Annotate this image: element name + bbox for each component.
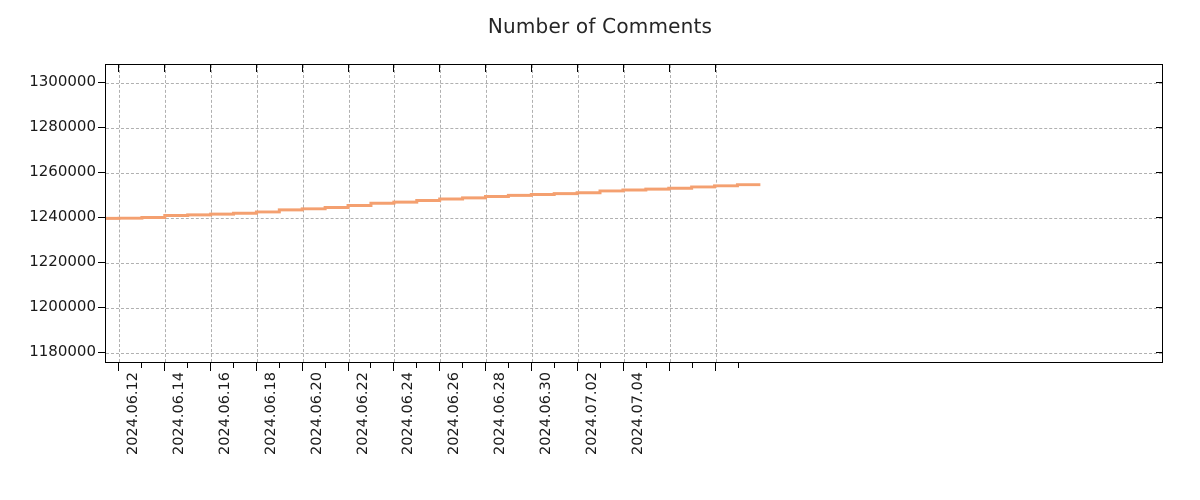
x-tick-mark-top	[439, 64, 441, 72]
x-tick-label: 2024.06.22	[354, 372, 371, 456]
x-tick-mark-major	[209, 363, 211, 371]
x-tick-mark-minor	[140, 363, 142, 368]
y-tick-label: 1200000	[29, 296, 96, 315]
x-tick-mark-top	[485, 64, 487, 72]
x-tick-mark-top	[209, 64, 211, 72]
x-tick-mark-top	[668, 64, 670, 72]
x-tick-mark-minor	[599, 363, 601, 368]
y-tick-mark	[98, 171, 105, 173]
x-tick-label: 2024.06.16	[216, 372, 233, 456]
gridline-vertical	[486, 65, 488, 362]
x-tick-label: 2024.06.20	[308, 372, 325, 456]
y-tick-mark-right	[1156, 306, 1163, 308]
x-tick-label: 2024.06.30	[538, 372, 555, 456]
gridline-vertical	[394, 65, 396, 362]
x-tick-mark-minor	[186, 363, 188, 368]
y-tick-label: 1300000	[29, 71, 96, 90]
x-tick-mark-top	[622, 64, 624, 72]
x-tick-mark-minor	[370, 363, 372, 368]
y-tick-label: 1240000	[29, 206, 96, 225]
x-tick-mark-minor	[691, 363, 693, 368]
gridline-vertical	[440, 65, 442, 362]
x-tick-label: 2024.06.26	[446, 372, 463, 456]
x-tick-mark-major	[622, 363, 624, 371]
gridline-vertical	[623, 65, 625, 362]
gridline-horizontal	[106, 127, 1162, 129]
x-tick-mark-major	[714, 363, 716, 371]
gridline-horizontal	[106, 82, 1162, 84]
gridline-vertical	[119, 65, 120, 362]
x-tick-mark-major	[439, 363, 441, 371]
x-tick-mark-major	[255, 363, 257, 371]
x-tick-label: 2024.06.18	[262, 372, 279, 456]
gridline-horizontal	[106, 217, 1162, 219]
gridline-vertical	[532, 65, 534, 362]
x-tick-mark-major	[485, 363, 487, 371]
y-tick-mark	[98, 216, 105, 218]
y-tick-mark	[98, 126, 105, 128]
x-tick-mark-minor	[554, 363, 556, 368]
x-tick-mark-minor	[508, 363, 510, 368]
y-tick-label: 1260000	[29, 161, 96, 180]
x-tick-mark-minor	[232, 363, 234, 368]
x-tick-mark-top	[577, 64, 578, 72]
y-tick-mark-right	[1156, 126, 1163, 128]
x-tick-mark-top	[531, 64, 533, 72]
x-tick-mark-minor	[462, 363, 464, 368]
x-tick-mark-major	[347, 363, 349, 371]
x-tick-mark-major	[301, 363, 303, 371]
x-tick-mark-minor	[278, 363, 280, 368]
gridline-horizontal	[106, 352, 1162, 354]
gridline-vertical	[302, 65, 304, 362]
x-tick-mark-major	[577, 363, 578, 371]
x-tick-mark-minor	[737, 363, 739, 368]
gridline-horizontal	[106, 262, 1162, 264]
x-tick-label: 2024.06.24	[400, 372, 417, 456]
y-tick-mark-right	[1156, 81, 1163, 83]
y-tick-mark-right	[1156, 261, 1163, 263]
y-tick-label: 1280000	[29, 116, 96, 135]
x-tick-label: 2024.06.14	[170, 372, 187, 456]
x-tick-mark-top	[301, 64, 303, 72]
gridline-horizontal	[106, 307, 1162, 309]
x-tick-mark-major	[163, 363, 165, 371]
y-tick-mark	[98, 351, 105, 353]
gridline-vertical	[348, 65, 350, 362]
y-tick-mark-right	[1156, 351, 1163, 353]
x-tick-mark-top	[255, 64, 257, 72]
y-tick-mark-right	[1156, 216, 1163, 218]
gridline-vertical	[715, 65, 717, 362]
plot-area	[105, 64, 1163, 363]
x-tick-mark-top	[347, 64, 349, 72]
y-tick-mark	[98, 81, 105, 83]
x-tick-label: 2024.07.02	[584, 372, 600, 456]
x-tick-mark-top	[393, 64, 395, 72]
gridline-vertical	[164, 65, 166, 362]
x-tick-mark-minor	[416, 363, 418, 368]
x-tick-label: 2024.06.28	[492, 372, 509, 456]
y-tick-mark	[98, 306, 105, 308]
series-comments-line	[106, 183, 761, 220]
y-tick-label: 1220000	[29, 251, 96, 270]
x-tick-mark-major	[668, 363, 670, 371]
x-tick-mark-major	[393, 363, 395, 371]
x-tick-mark-top	[163, 64, 165, 72]
chart-title: Number of Comments	[487, 14, 713, 38]
x-tick-mark-major	[118, 363, 119, 371]
y-tick-mark-right	[1156, 171, 1163, 173]
gridline-vertical	[578, 65, 579, 362]
gridline-vertical	[669, 65, 671, 362]
x-tick-mark-minor	[645, 363, 647, 368]
x-tick-mark-top	[714, 64, 716, 72]
x-tick-label: 2024.07.04	[629, 372, 646, 456]
gridline-horizontal	[106, 172, 1162, 174]
x-tick-label: 2024.06.12	[125, 372, 141, 456]
x-tick-mark-top	[118, 64, 119, 72]
y-tick-label: 1180000	[29, 341, 96, 360]
x-tick-mark-major	[531, 363, 533, 371]
x-tick-mark-minor	[324, 363, 326, 368]
y-tick-mark	[98, 261, 105, 263]
